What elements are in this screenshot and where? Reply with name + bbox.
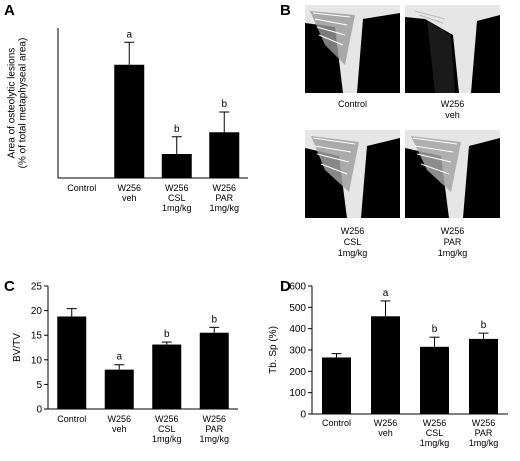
significance-label: b [164, 329, 170, 340]
y-tick-label: 20 [31, 306, 43, 317]
bar [322, 357, 351, 414]
bar [199, 332, 229, 409]
y-tick-label: 5 [36, 380, 42, 391]
significance-label: a [383, 288, 389, 299]
category-label: 1mg/kg [420, 438, 450, 448]
bar [161, 154, 192, 178]
y-tick-label: 0 [36, 405, 42, 416]
bar [371, 316, 400, 414]
category-label: veh [112, 424, 127, 434]
category-label: Control [67, 183, 96, 193]
micro-ct-image-w256-par [405, 130, 500, 218]
micro-ct-image-w256-veh [405, 5, 500, 93]
y-tick-label: 500 [289, 303, 306, 314]
category-label: PAR [205, 424, 223, 434]
category-label: W256 [107, 414, 131, 424]
bar [57, 316, 87, 409]
category-label: CSL [168, 193, 186, 203]
y-tick-label: 10 [31, 355, 43, 366]
panel-letter-d: D [280, 278, 291, 295]
y-axis-label: Area of osteolytic lesions [7, 48, 18, 159]
significance-label: b [432, 324, 438, 335]
y-tick-label: 300 [289, 346, 306, 357]
bar [114, 64, 145, 178]
y-axis-label: Tb. Sp (%) [268, 326, 279, 374]
tb-sp-bar-chart: 0 100 200 300 400 500 600 Tb. Sp (%) Control a W25… [268, 282, 508, 448]
category-label: W256 [117, 183, 141, 193]
category-label: veh [378, 428, 393, 438]
category-label: W256 [374, 418, 398, 428]
category-label: W256 [165, 183, 189, 193]
category-label: 1mg/kg [162, 203, 192, 213]
significance-label: b [211, 314, 217, 325]
y-tick-label: 15 [31, 331, 43, 342]
micro-ct-image-grid: Control W256 veh W256 CSL 1mg/kg W256 PAR 1mg… [305, 0, 520, 258]
y-tick-label: 200 [289, 367, 306, 378]
category-label: Control [322, 418, 351, 428]
significance-label: b [481, 320, 487, 331]
category-label: PAR [215, 193, 233, 203]
bar [420, 346, 449, 414]
bar [152, 344, 182, 409]
y-tick-label: 600 [289, 282, 306, 293]
category-label: veh [122, 193, 137, 203]
panel-letter-b: B [280, 2, 291, 19]
bar [209, 132, 240, 178]
y-tick-label: 100 [289, 388, 306, 399]
significance-label: a [126, 29, 132, 40]
bar [104, 369, 134, 409]
significance-label: b [221, 99, 227, 110]
y-axis-label: (% of total metaphyseal area) [18, 38, 29, 169]
panel-letter-c: C [4, 278, 15, 295]
panel-letter-a: A [4, 2, 15, 19]
category-label: W256 [212, 183, 236, 193]
category-label: W256 [423, 418, 447, 428]
category-label: CSL [158, 424, 176, 434]
category-label: CSL [426, 428, 444, 438]
category-label: 1mg/kg [209, 203, 239, 213]
y-axis-label: BV/TV [12, 333, 23, 362]
micro-ct-image-w256-csl [305, 130, 400, 218]
micro-ct-label-control: Control [337, 99, 367, 109]
significance-label: b [174, 124, 180, 135]
category-label: 1mg/kg [469, 438, 499, 448]
micro-ct-label-w256-par: W256 PAR 1mg/kg [437, 226, 468, 258]
category-label: 1mg/kg [152, 434, 182, 444]
micro-ct-label-w256-veh: W256 veh [440, 99, 465, 120]
significance-label: a [116, 352, 122, 363]
category-label: PAR [475, 428, 493, 438]
bar [469, 338, 498, 414]
micro-ct-image-control [305, 5, 400, 93]
category-label: Control [57, 414, 86, 424]
category-label: 1mg/kg [199, 434, 229, 444]
category-label: W256 [472, 418, 496, 428]
y-tick-label: 400 [289, 324, 306, 335]
bv-tv-bar-chart: 0510152025BV/TVControlaW256vehbW256CSL1m… [12, 282, 238, 444]
y-tick-label: 25 [31, 282, 43, 293]
y-tick-label: 0 [300, 410, 306, 421]
category-label: W256 [155, 414, 179, 424]
category-label: W256 [202, 414, 226, 424]
micro-ct-label-w256-csl: W256 CSL 1mg/kg [337, 226, 368, 258]
osteolytic-lesions-bar-chart: Area of osteolytic lesions (% of total me… [7, 28, 248, 213]
